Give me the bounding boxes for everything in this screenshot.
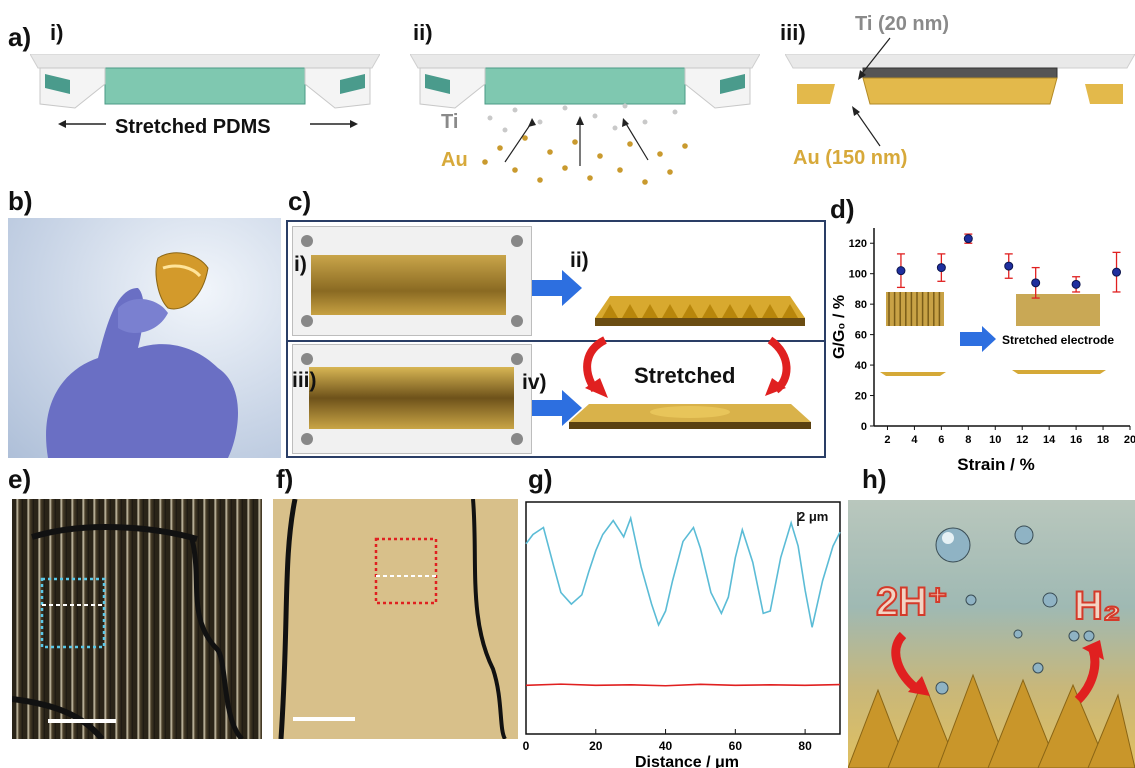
wrinkled-gold-film <box>595 296 805 326</box>
panel-a-sub-ii: ii) <box>413 20 433 45</box>
data-point <box>896 266 906 276</box>
profile-line <box>525 683 841 687</box>
data-point <box>936 263 946 273</box>
data-point <box>1004 261 1014 271</box>
x-tick-label: 80 <box>798 739 812 753</box>
panel-f-label: f) <box>276 464 294 494</box>
x-tick-label: 2 <box>884 434 890 446</box>
panel-d-label: d) <box>830 194 855 224</box>
x-axis-label: Strain / % <box>957 455 1034 474</box>
wrinkled-film-mini <box>880 372 946 376</box>
panel-h-label: h) <box>862 464 887 494</box>
x-tick-label: 60 <box>729 739 743 753</box>
unstretched-device-photo <box>292 226 532 336</box>
panel-a-sub-iii: iii) <box>780 20 806 45</box>
panel-c-label: c) <box>288 186 312 216</box>
flat-gold-film <box>569 404 811 429</box>
height-profile-chart: 0 20 40 60 80 Distance / μm <box>523 501 841 768</box>
ti-label: Ti <box>441 111 459 133</box>
pointer-lines-iii <box>852 37 891 147</box>
y-tick-label: 20 <box>855 391 867 403</box>
profile-scale-label: 2 μm <box>798 509 829 524</box>
panel-g-label: g) <box>528 464 553 494</box>
wrinkled-surface-micrograph <box>12 499 262 739</box>
y-tick-label: 100 <box>849 269 867 281</box>
x-tick-label: 40 <box>659 739 673 753</box>
x-tick-label: 16 <box>1070 434 1082 446</box>
panel-c-sub-i: i) <box>294 253 307 276</box>
stretched-pdms-label: Stretched PDMS <box>115 116 271 138</box>
panel-c-divider <box>288 340 824 342</box>
x-tick-label: 14 <box>1043 434 1056 446</box>
x-tick-label: 20 <box>1124 434 1135 446</box>
data-point <box>1071 279 1081 289</box>
stretched-inset <box>1016 294 1100 326</box>
inset-images: Stretched electrode <box>880 292 1114 376</box>
x-tick-label: 4 <box>911 434 918 446</box>
hydrogen-label: H₂ <box>1073 584 1122 628</box>
glove-holding-electrode-photo <box>8 218 281 458</box>
stretched-device-photo <box>292 344 532 454</box>
y-tick-label: 120 <box>849 238 867 250</box>
stretch-arrow <box>58 120 358 128</box>
pdms-stretcher-ii <box>410 54 760 109</box>
data-point <box>1112 267 1122 277</box>
x-tick-label: 8 <box>965 434 971 446</box>
y-axis-label: G/G₀ / % <box>831 295 848 359</box>
x-tick-label: 10 <box>989 434 1001 446</box>
conductance-scatter-chart: 0 20 40 60 80 100 120 2 4 6 8 10 12 14 16 18 20 Strain / … <box>831 228 1135 474</box>
panel-c-sub-iii: iii) <box>292 369 317 392</box>
y-tick-label: 80 <box>855 299 867 311</box>
data-point <box>1031 278 1041 288</box>
flat-surface-micrograph <box>273 499 518 739</box>
pdms-stretcher-i <box>30 54 380 109</box>
sputter-particles <box>482 103 688 185</box>
y-tick-label: 60 <box>855 330 867 342</box>
panel-e-label: e) <box>8 464 32 494</box>
y-tick-label: 0 <box>861 421 867 433</box>
panel-c-sub-ii: ii) <box>570 249 589 272</box>
panel-c-arrows <box>532 270 791 426</box>
stretched-electrode-label: Stretched electrode <box>1002 333 1114 347</box>
panel-c-frame <box>286 220 826 458</box>
x-tick-label: 6 <box>938 434 944 446</box>
profile-line <box>525 515 841 628</box>
panel-a-label: a) <box>8 22 32 52</box>
au-thickness-label: Au (150 nm) <box>793 147 908 169</box>
blue-arrow <box>960 326 996 352</box>
gold-film-iii <box>785 54 1135 105</box>
hydrogen-evolution-illustration <box>848 500 1135 768</box>
proton-label: 2H⁺ <box>875 580 949 624</box>
x-axis-label: Distance / μm <box>635 754 739 768</box>
panel-c-sub-iv: iv) <box>522 371 547 394</box>
flat-film-mini <box>1012 370 1106 374</box>
au-label: Au <box>441 149 468 171</box>
y-tick-label: 40 <box>855 360 867 372</box>
x-tick-label: 18 <box>1097 434 1109 446</box>
x-tick-label: 12 <box>1016 434 1028 446</box>
x-tick-label: 0 <box>523 739 530 753</box>
stretched-label: Stretched <box>634 363 736 388</box>
x-tick-label: 20 <box>589 739 603 753</box>
ti-thickness-label: Ti (20 nm) <box>855 13 950 35</box>
data-point <box>963 234 973 244</box>
plot-frame <box>525 501 841 735</box>
panel-b-label: b) <box>8 186 33 216</box>
panel-a-sub-i: i) <box>50 20 64 45</box>
